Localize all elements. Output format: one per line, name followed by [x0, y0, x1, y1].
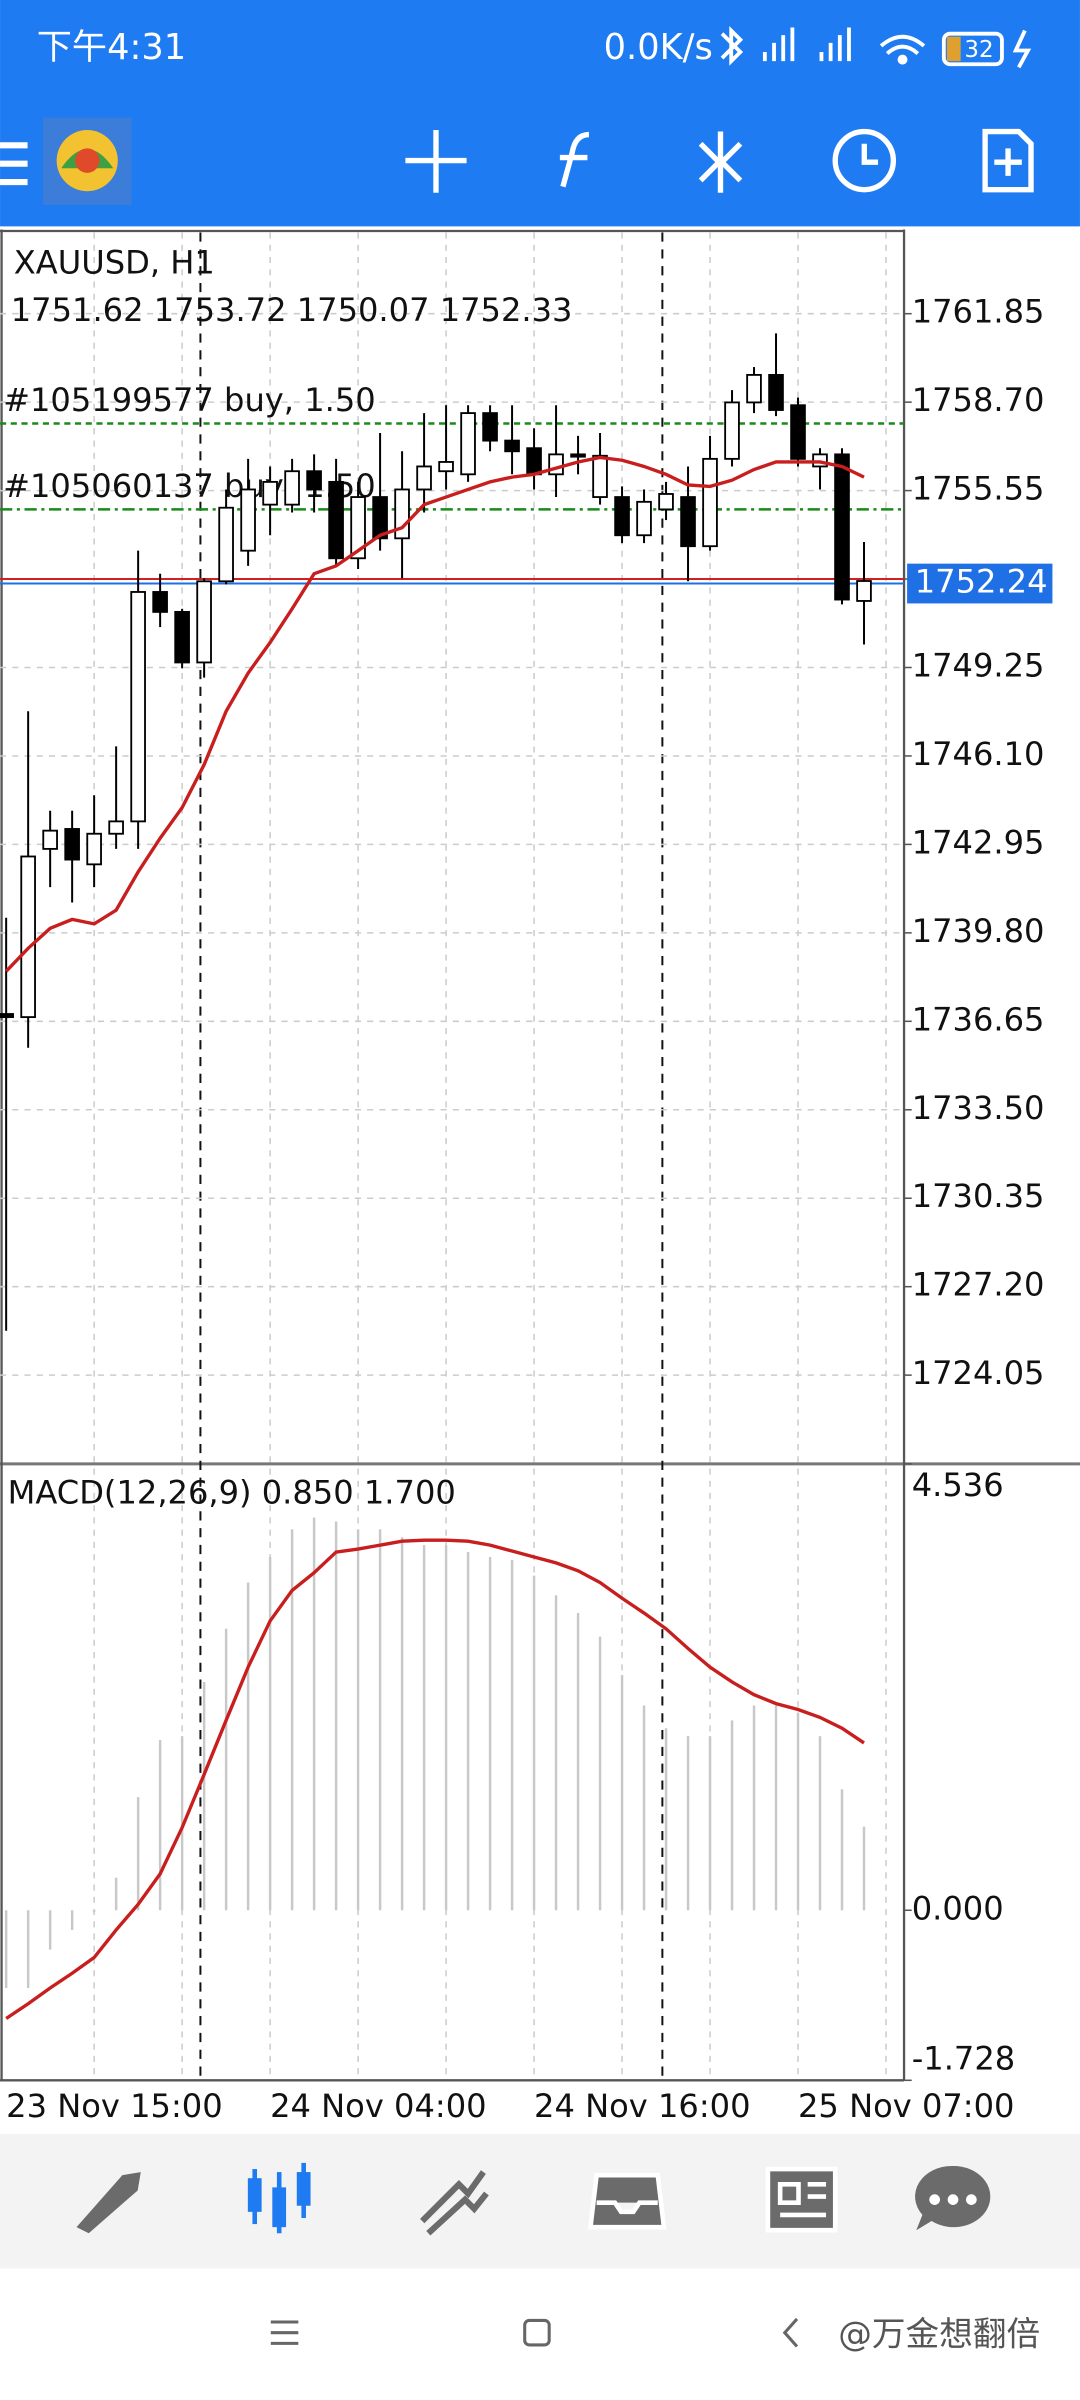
x-tick-label: 24 Nov 16:00 — [534, 2087, 750, 2125]
price-tag — [907, 563, 1053, 604]
candle-body — [108, 820, 124, 835]
watermark: @万金想翻倍 — [838, 2314, 1040, 2353]
moving-average — [4, 455, 865, 973]
y-tick-label: 1749.25 — [912, 647, 1045, 685]
y-tick-label: -1.728 — [912, 2039, 1016, 2077]
candle-body — [350, 496, 366, 560]
candle-body — [372, 496, 388, 540]
chart-area: 1761.851758.701755.551752.41749.251746.1… — [0, 229, 1080, 2134]
app-logo[interactable] — [42, 117, 132, 205]
nav-history[interactable] — [587, 2172, 667, 2230]
candle-body — [130, 591, 146, 823]
y-tick-label: 1739.80 — [912, 912, 1045, 950]
candle-body — [790, 404, 806, 460]
timeframe-button[interactable] — [832, 128, 897, 193]
y-tick-label: 1746.10 — [912, 735, 1045, 773]
candle-body — [482, 412, 498, 442]
candle-body — [658, 493, 674, 511]
symbol-label: XAUUSD, H1 — [14, 244, 215, 282]
candle-body — [152, 591, 168, 613]
x-tick-label: 25 Nov 07:00 — [798, 2087, 1014, 2125]
y-tick-label: 1755.55 — [912, 470, 1045, 508]
candle-body — [196, 580, 212, 664]
candle-body — [328, 480, 344, 560]
candle-body — [526, 447, 542, 476]
y-tick-label: 1733.50 — [912, 1089, 1045, 1127]
status-icons — [720, 25, 1032, 69]
y-tick-label: 1758.70 — [912, 381, 1045, 419]
ohlc-label: 1751.62 1753.72 1750.07 1752.33 — [11, 291, 573, 329]
nav-news[interactable] — [765, 2166, 838, 2233]
battery-level — [946, 36, 961, 62]
signal-line — [5, 1538, 865, 2020]
candle-body — [416, 465, 432, 491]
nav-chart[interactable] — [247, 2162, 311, 2234]
current-price-label: 1752.24 — [915, 563, 1048, 601]
nav-quotes[interactable] — [76, 2172, 141, 2234]
new-order-button[interactable] — [982, 128, 1034, 193]
status-time: 下午4:31 — [37, 27, 186, 68]
plot-background — [0, 229, 1080, 2134]
battery-text: 32 — [964, 37, 993, 63]
indicators-button[interactable] — [559, 131, 590, 188]
y-tick-label: 1761.85 — [912, 293, 1045, 331]
toolbar — [405, 128, 1034, 193]
candle-body — [240, 488, 256, 552]
candle-body — [284, 470, 300, 506]
x-tick-label: 24 Nov 04:00 — [270, 2087, 486, 2125]
candle-body — [680, 496, 696, 548]
crosshair-button[interactable] — [405, 130, 467, 193]
network-speed: 0.0K/s — [604, 27, 713, 68]
candle-body — [86, 832, 102, 866]
candle-body — [548, 453, 564, 476]
candle-body — [724, 401, 740, 460]
order-label: #105199577 buy, 1.50 — [3, 381, 376, 419]
candle-body — [42, 829, 58, 850]
system-menu[interactable] — [270, 2320, 299, 2345]
system-home[interactable] — [523, 2318, 551, 2347]
system-back[interactable] — [782, 2317, 799, 2348]
candle-body — [636, 500, 652, 537]
candle-body — [856, 580, 872, 602]
y-tick-label: 1724.05 — [912, 1354, 1045, 1392]
candle-body — [20, 855, 36, 1019]
nav-icons — [76, 2162, 991, 2236]
bottom-nav — [0, 2133, 1080, 2269]
y-tick-label: 1742.95 — [912, 823, 1045, 861]
y-tick-label: 4.536 — [912, 1466, 1004, 1504]
indicator-label: MACD(12,26,9) 0.850 1.700 — [8, 1473, 456, 1511]
candle-body — [768, 373, 784, 411]
candle-body — [174, 610, 190, 664]
candle-body — [592, 454, 608, 498]
candle-body — [570, 453, 586, 458]
candle-body — [504, 439, 520, 453]
candle-body — [262, 480, 278, 506]
y-tick-label: 1736.65 — [912, 1000, 1045, 1038]
candle-body — [834, 453, 850, 601]
candle-body — [614, 496, 630, 537]
candle-body — [64, 828, 80, 861]
system-nav — [270, 2317, 799, 2348]
trade-button[interactable] — [698, 131, 743, 193]
candle-body — [702, 457, 718, 548]
y-tick-label: 1727.20 — [912, 1266, 1045, 1304]
candle-body — [746, 373, 762, 404]
menu-button[interactable] — [0, 142, 28, 186]
y-tick-label: 0.000 — [912, 1889, 1004, 1927]
candle-body — [460, 412, 476, 476]
y-tick-label: 1730.35 — [912, 1177, 1045, 1215]
candle-body — [306, 470, 322, 491]
candle-body — [0, 1013, 14, 1019]
candle-body — [218, 506, 234, 583]
x-tick-label: 23 Nov 15:00 — [6, 2087, 222, 2125]
candle-body — [438, 461, 454, 473]
nav-trade[interactable] — [420, 2170, 489, 2236]
